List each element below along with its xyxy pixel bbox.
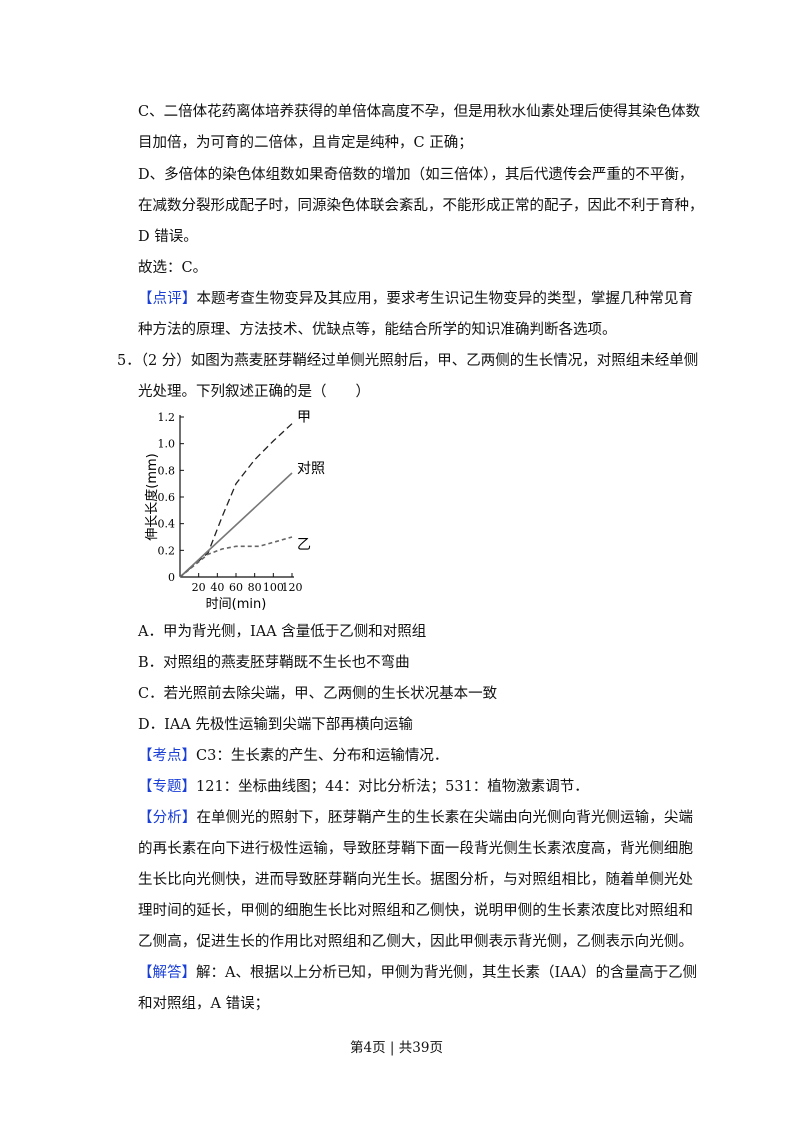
x-tick-label: 120 (282, 581, 303, 594)
series-line-乙 (179, 536, 293, 578)
text-line: 目加倍，为可育的二倍体，且肯定是纯种，C 正确； (138, 135, 473, 151)
series-label: 对照 (297, 461, 325, 477)
x-tick-label: 40 (210, 581, 224, 594)
text-line: 的再长素在向下进行极性运输，导致胚芽鞘下面一段背光侧生长素浓度高，背光侧细胞 (138, 841, 693, 857)
x-tick-label: 100 (263, 581, 284, 594)
text-line: D 错误。 (138, 229, 198, 245)
page-footer: 第4页 | 共39页 (350, 1040, 443, 1056)
option-c: C．若光照前去除尖端，甲、乙两侧的生长状况基本一致 (138, 686, 498, 702)
series-line-对照 (179, 472, 293, 578)
text-line: 乙侧高，促进生长的作用比对照组和乙侧大，因此甲侧表示背光侧，乙侧表示向光侧。 (138, 934, 693, 950)
text-line: 种方法的原理、方法技术、优缺点等，能结合所学的知识准确判断各选项。 (138, 322, 617, 338)
y-tick-label: 1.0 (158, 438, 176, 451)
x-tick-label: 60 (229, 581, 243, 594)
text-line: 在减数分裂形成配子时，同源染色体联会紊乱，不能形成正常的配子，因此不利于育种， (138, 198, 704, 214)
option-a: A．甲为背光侧，IAA 含量低于乙侧和对照组 (138, 624, 427, 640)
review-tag: 【点评】 (138, 291, 197, 307)
x-axis-label: 时间(min) (206, 597, 267, 612)
y-tick-label: 0.8 (158, 464, 176, 477)
x-tick-label: 20 (192, 581, 206, 594)
x-tick-label: 80 (248, 581, 262, 594)
review-line: 【点评】本题考查生物变异及其应用，要求考生识记生物变异的类型，掌握几种常见育 (138, 291, 694, 307)
answer-line: 故选：C。 (138, 260, 208, 276)
text-line: D、多倍体的染色体组数如果奇倍数的增加（如三倍体），其后代遗传会严重的不平衡， (138, 167, 694, 183)
option-b: B．对照组的燕麦胚芽鞘既不生长也不弯曲 (138, 655, 410, 671)
y-axis-label: 伸长长度(mm) (144, 453, 160, 540)
y-tick-label: 1.2 (158, 411, 176, 424)
y-tick-label: 0.6 (158, 491, 176, 504)
text-line: 生长比向光侧快，进而导致胚芽鞘向光生长。据图分析，与对照组相比，随着单侧光处 (138, 872, 693, 888)
series-label: 乙 (297, 537, 311, 553)
text-line: 和对照组，A 错误； (138, 996, 270, 1012)
kaodian-line: 【考点】C3：生长素的产生、分布和运输情况． (138, 748, 449, 764)
y-tick-label: 0 (168, 571, 175, 584)
option-d: D．IAA 先极性运输到尖端下部再横向运输 (138, 717, 413, 733)
question-stem: 5．（2 分）如图为燕麦胚芽鞘经过单侧光照射后，甲、乙两侧的生长情况，对照组未经… (117, 353, 699, 369)
series-label: 甲 (297, 410, 311, 426)
y-tick-label: 0.4 (158, 518, 176, 531)
jieda-line: 【解答】解：A、根据以上分析已知，甲侧为背光侧，其生长素（IAA）的含量高于乙侧 (138, 965, 698, 981)
text-line: 理时间的延长，甲侧的细胞生长比对照组和乙侧快，说明甲侧的生长素浓度比对照组和 (138, 903, 693, 919)
zhuanti-line: 【专题】121：坐标曲线图；44：对比分析法；531：植物激素调节． (138, 779, 589, 795)
y-tick-label: 0.2 (158, 544, 176, 557)
question-stem: 光处理。下列叙述正确的是（ ） (138, 384, 370, 400)
fenxi-line: 【分析】在单侧光的照射下，胚芽鞘产生的生长素在尖端由向光侧向背光侧运输，尖端 (138, 810, 694, 826)
series-line-甲 (179, 423, 293, 578)
text-line: C、二倍体花药离体培养获得的单倍体高度不孕，但是用秋水仙素处理后使得其染色体数 (138, 104, 701, 120)
